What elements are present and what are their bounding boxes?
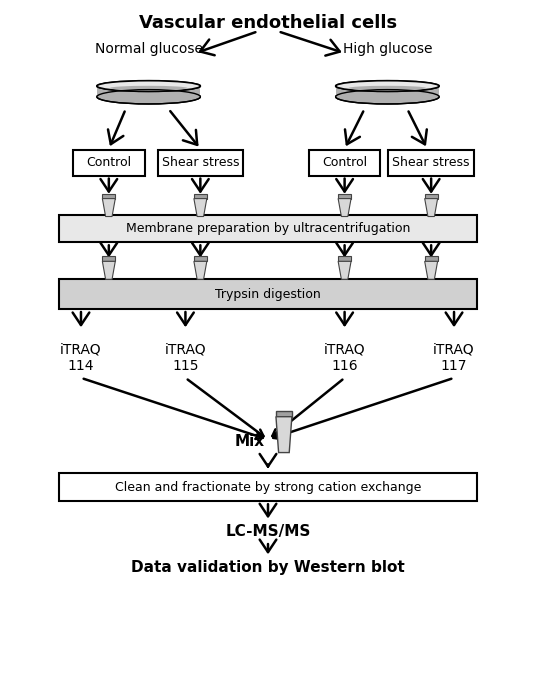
Text: Shear stress: Shear stress	[392, 156, 470, 169]
Bar	[276, 410, 292, 417]
Text: Membrane preparation by ultracentrifugation: Membrane preparation by ultracentrifugat…	[126, 222, 410, 235]
Ellipse shape	[97, 90, 200, 104]
Text: Normal glucose: Normal glucose	[95, 42, 203, 56]
Polygon shape	[194, 261, 207, 279]
Bar	[73, 150, 145, 176]
Polygon shape	[338, 261, 351, 279]
Bar	[425, 256, 437, 261]
Polygon shape	[97, 86, 200, 97]
Bar	[102, 193, 115, 198]
Text: Data validation by Western blot: Data validation by Western blot	[131, 560, 405, 575]
Ellipse shape	[97, 81, 200, 91]
Bar	[309, 150, 381, 176]
Ellipse shape	[336, 90, 439, 104]
Polygon shape	[336, 86, 439, 97]
Text: Shear stress: Shear stress	[161, 156, 239, 169]
Polygon shape	[425, 198, 437, 216]
Bar	[194, 193, 207, 198]
Text: iTRAQ
114: iTRAQ 114	[60, 343, 102, 373]
Bar	[194, 256, 207, 261]
Text: Mix: Mix	[235, 434, 265, 449]
Bar	[338, 256, 351, 261]
Text: Control: Control	[322, 156, 367, 169]
Text: iTRAQ
115: iTRAQ 115	[165, 343, 206, 373]
Ellipse shape	[97, 81, 200, 91]
Ellipse shape	[336, 81, 439, 91]
Bar	[338, 193, 351, 198]
Polygon shape	[102, 261, 115, 279]
Ellipse shape	[110, 86, 188, 91]
Bar	[59, 214, 477, 243]
Bar	[389, 150, 474, 176]
Ellipse shape	[348, 86, 426, 91]
Bar	[102, 256, 115, 261]
Text: Clean and fractionate by strong cation exchange: Clean and fractionate by strong cation e…	[115, 481, 421, 494]
Bar	[425, 193, 437, 198]
Text: High glucose: High glucose	[343, 42, 432, 56]
Polygon shape	[276, 417, 292, 453]
Bar	[59, 473, 477, 502]
Text: Trypsin digestion: Trypsin digestion	[215, 287, 321, 301]
Polygon shape	[425, 261, 437, 279]
Bar	[158, 150, 243, 176]
Text: iTRAQ
116: iTRAQ 116	[324, 343, 366, 373]
Bar	[59, 279, 477, 309]
Polygon shape	[194, 198, 207, 216]
Text: Vascular endothelial cells: Vascular endothelial cells	[139, 15, 397, 32]
Text: iTRAQ
117: iTRAQ 117	[433, 343, 475, 373]
Polygon shape	[102, 198, 115, 216]
Polygon shape	[338, 198, 351, 216]
Text: Control: Control	[86, 156, 131, 169]
Ellipse shape	[336, 81, 439, 91]
Text: LC-MS/MS: LC-MS/MS	[225, 524, 311, 539]
